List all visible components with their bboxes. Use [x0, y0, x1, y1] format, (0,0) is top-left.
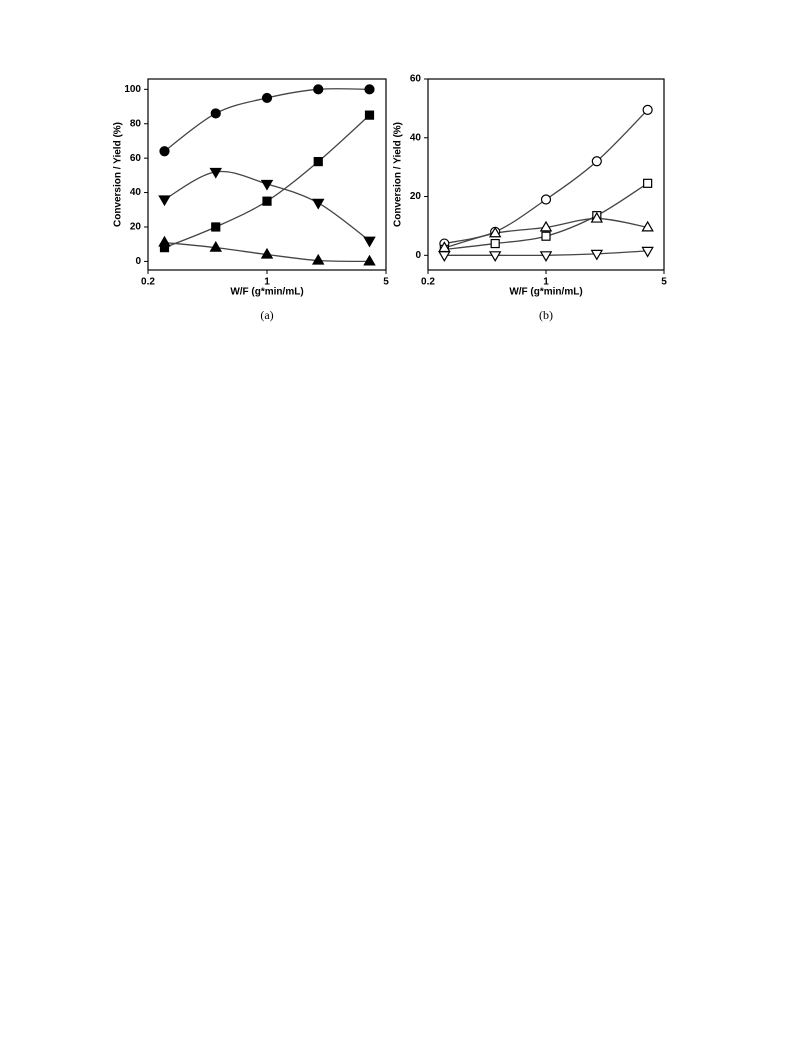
marker [260, 247, 274, 259]
caption: (a) [260, 308, 273, 322]
marker [591, 156, 602, 167]
marker [590, 249, 604, 261]
marker [262, 196, 272, 206]
y-tick-label: 40 [130, 187, 142, 198]
y-tick-label: 60 [410, 74, 422, 85]
marker [643, 178, 653, 188]
chart: 0 20 40 60 80 100 0.2 1 5 W/F (g*min/mL) Conversio… [113, 78, 389, 322]
marker [312, 253, 325, 265]
marker [209, 240, 222, 252]
marker [539, 220, 553, 232]
y-tick-label: 40 [410, 132, 422, 143]
y-tick-label: 0 [135, 256, 141, 267]
marker [590, 211, 604, 223]
x-tick-label: 1 [264, 277, 270, 288]
x-tick-label: 5 [661, 277, 667, 288]
marker [209, 167, 222, 179]
y-tick-label: 20 [410, 191, 422, 202]
x-tick-label: 0.2 [421, 277, 435, 288]
x-tick-label: 1 [543, 277, 549, 288]
y-tick-label: 60 [130, 153, 142, 164]
marker [641, 246, 654, 258]
marker [313, 84, 324, 95]
marker [438, 251, 451, 263]
y-axis-label: Conversion / Yield (%) [393, 122, 404, 227]
caption: (b) [539, 308, 553, 322]
marker [312, 198, 325, 210]
marker [541, 231, 551, 241]
marker [261, 92, 273, 104]
x-tick-label: 0.2 [141, 277, 155, 288]
marker [490, 238, 500, 249]
marker [313, 156, 323, 167]
y-tick-label: 20 [130, 222, 142, 233]
marker [539, 251, 553, 263]
marker [158, 235, 171, 247]
marker [211, 222, 221, 232]
marker [158, 195, 171, 207]
x-axis-label: W/F (g*min/mL) [230, 287, 303, 298]
marker [488, 251, 502, 263]
y-tick-label: 0 [415, 250, 421, 261]
y-tick-label: 80 [130, 118, 142, 129]
marker [364, 84, 375, 95]
marker [540, 194, 552, 205]
x-axis-label: W/F (g*min/mL) [509, 287, 582, 298]
marker [364, 110, 375, 120]
y-axis-label: Conversion / Yield (%) [113, 122, 124, 227]
chart: 0 20 40 60 0.2 1 5 W/F (g*min/mL) Conversion / Y… [393, 74, 668, 322]
marker [159, 146, 170, 157]
y-tick-label: 100 [124, 84, 141, 95]
marker [210, 108, 221, 119]
marker [260, 179, 274, 191]
marker [363, 236, 376, 248]
x-tick-label: 5 [383, 277, 389, 288]
marker [488, 226, 502, 238]
marker [642, 104, 653, 115]
marker [641, 220, 654, 232]
marker [363, 254, 376, 266]
